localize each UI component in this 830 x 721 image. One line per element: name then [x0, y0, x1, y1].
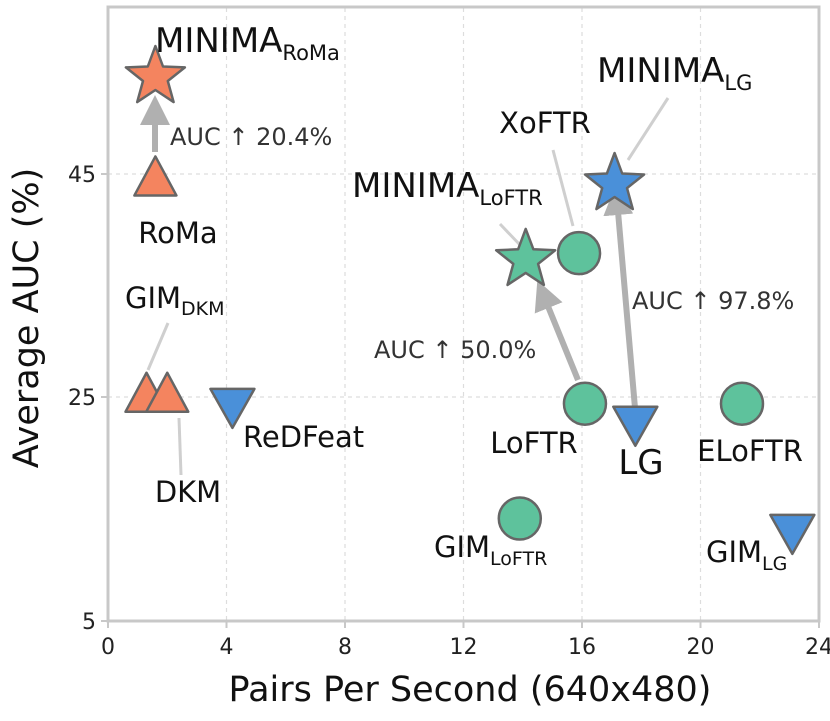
y-axis-title: Average AUC (%) [7, 168, 47, 469]
label-roma: RoMa [138, 216, 217, 250]
leader-lines [146, 97, 670, 476]
annotation-roma-gain: AUC ↑ 20.4% [170, 123, 332, 151]
leader-minima-loftr [498, 222, 524, 249]
leader-gim-dkm [146, 322, 170, 371]
label-gim-dkm: GIMDKM [125, 281, 225, 320]
label-loftr: LoFTR [490, 426, 577, 460]
label-lg: LG [618, 443, 663, 483]
x-tick-label: 4 [220, 635, 234, 660]
label-xoftr: XoFTR [499, 106, 591, 140]
x-tick-label: 20 [687, 635, 715, 660]
point-eloftr [719, 381, 765, 426]
leader-dkm [177, 417, 183, 476]
axis-ticks: 0 4 8 12 16 20 24 5 25 45 [68, 163, 830, 660]
leader-minima-lg [626, 97, 670, 161]
y-tick-label: 45 [68, 163, 96, 188]
x-tick-label: 24 [805, 635, 830, 660]
x-tick-label: 12 [450, 635, 478, 660]
y-tick-label: 5 [82, 610, 96, 635]
improvement-arrows [140, 95, 638, 409]
arrow-loftr-to-minima-loftr [534, 280, 581, 382]
x-axis-title: Pairs Per Second (640x480) [229, 670, 712, 710]
point-lg [612, 405, 659, 448]
y-tick-label: 25 [68, 386, 96, 411]
label-minima-loftr: MINIMALoFTR [352, 166, 543, 210]
label-eloftr: ELoFTR [697, 434, 803, 468]
point-redfeat [209, 387, 256, 430]
data-points [124, 44, 816, 556]
label-minima-lg: MINIMALG [597, 51, 752, 95]
x-tick-label: 0 [101, 635, 115, 660]
point-roma [133, 155, 178, 197]
annotation-lg-gain: AUC ↑ 97.8% [632, 287, 794, 315]
arrow-lg-to-minima-lg [603, 185, 638, 409]
label-minima-roma: MINIMARoMa [155, 21, 340, 65]
leader-xoftr [551, 149, 575, 227]
label-gim-lg: GIMLG [706, 535, 787, 575]
grid-lines [108, 8, 819, 621]
annotations: AUC ↑ 20.4% AUC ↑ 50.0% AUC ↑ 97.8% [170, 123, 794, 364]
point-dkm [145, 371, 190, 414]
point-gim-loftr [497, 496, 543, 541]
point-loftr [562, 381, 608, 426]
label-gim-loftr: GIMLoFTR [434, 530, 547, 570]
point-xoftr [556, 230, 602, 276]
point-minima-loftr [494, 227, 557, 287]
point-labels: MINIMARoMa RoMa GIMDKM DKM ReDFeat MINIM… [125, 21, 803, 575]
x-tick-label: 8 [338, 635, 352, 660]
point-minima-roma [124, 44, 187, 104]
annotation-loftr-gain: AUC ↑ 50.0% [374, 336, 536, 364]
point-minima-lg [583, 151, 646, 211]
label-dkm: DKM [155, 475, 221, 509]
x-tick-label: 16 [568, 635, 596, 660]
label-redfeat: ReDFeat [243, 420, 364, 454]
point-gim-lg [769, 513, 816, 556]
